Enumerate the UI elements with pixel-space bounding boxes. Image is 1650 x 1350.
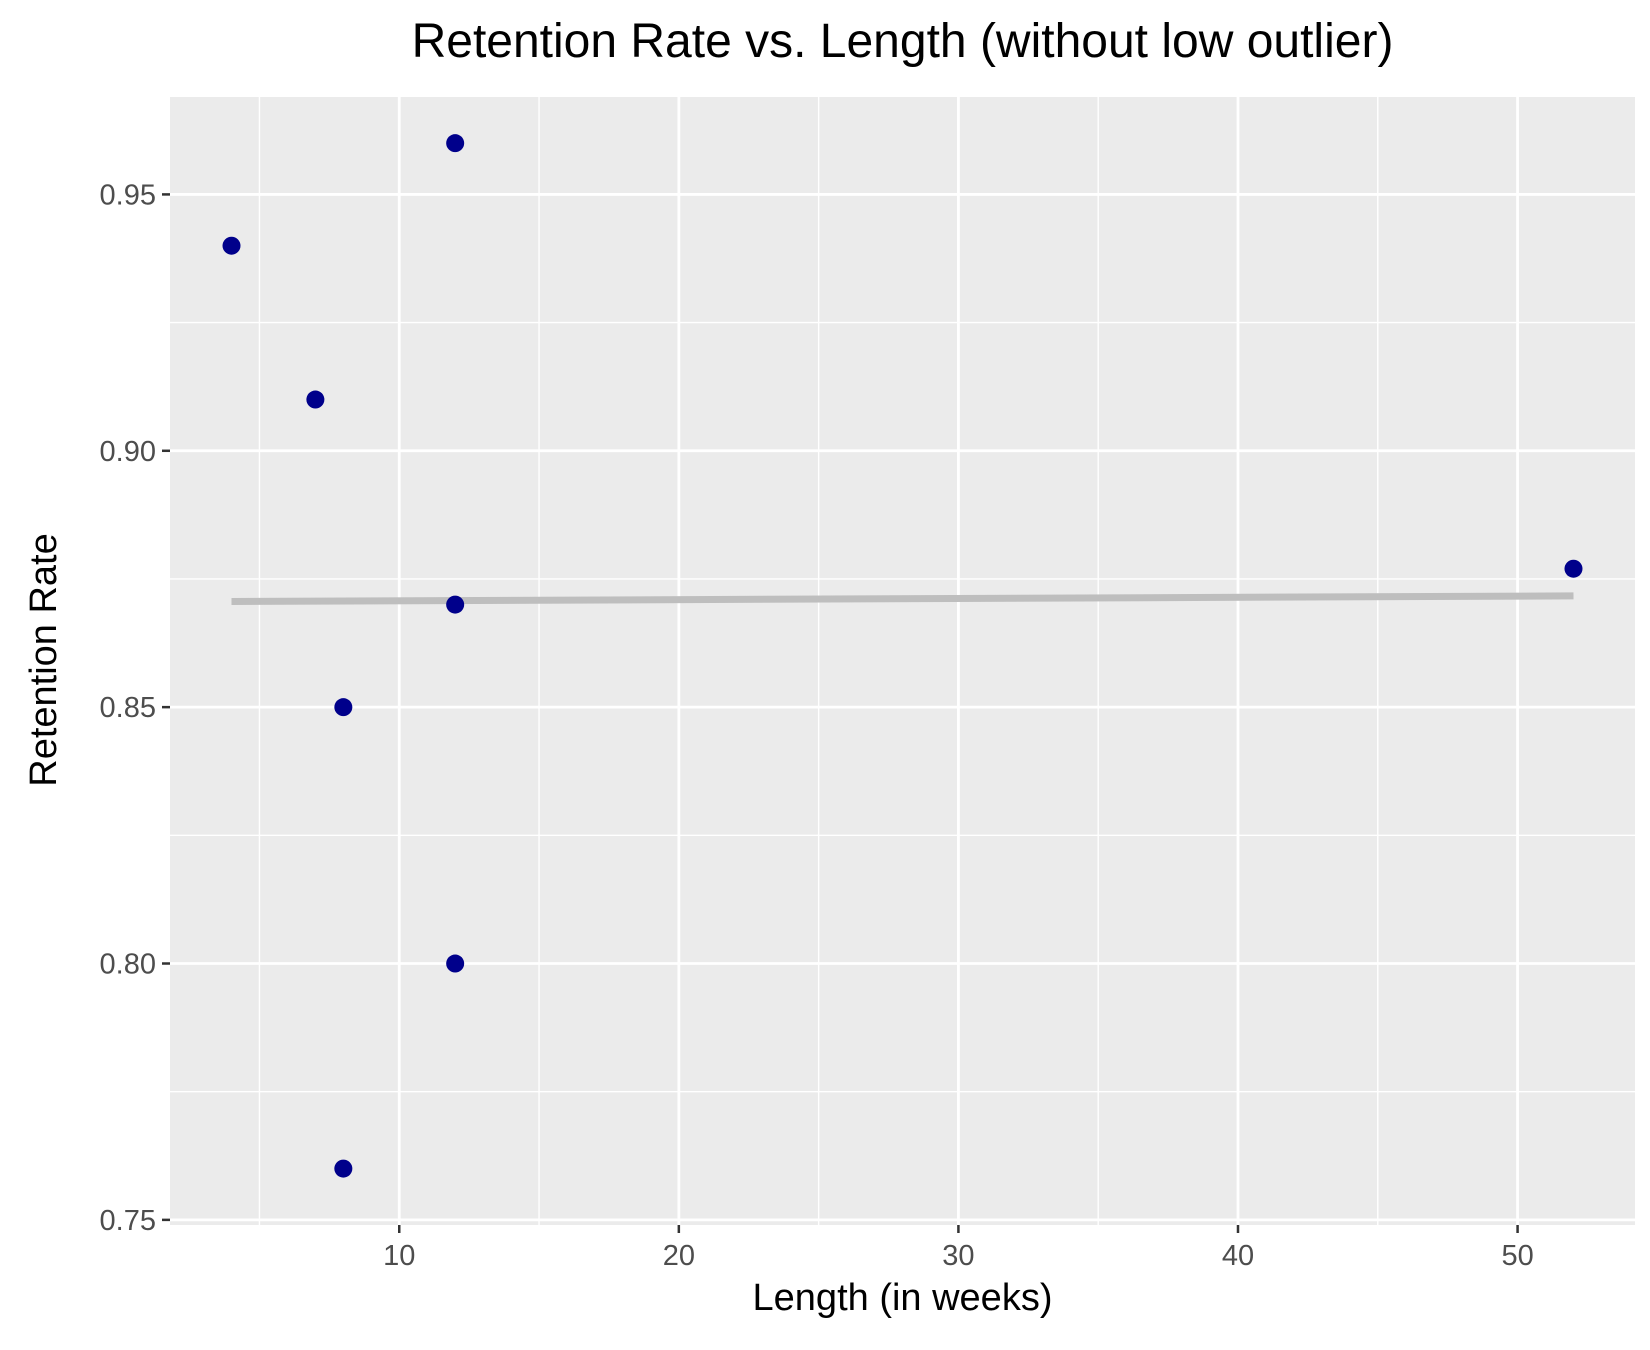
x-tick-label: 20 <box>663 1240 695 1272</box>
y-axis: 0.75 0.80 0.85 0.90 0.95 <box>100 179 170 1237</box>
data-point <box>334 1159 353 1178</box>
data-point <box>446 595 465 614</box>
y-tick-label: 0.90 <box>100 436 156 468</box>
data-point <box>222 236 241 255</box>
chart-title: Retention Rate vs. Length (without low o… <box>411 15 1394 68</box>
data-point <box>306 390 325 409</box>
y-tick-label: 0.75 <box>100 1205 156 1237</box>
y-tick-label: 0.95 <box>100 179 156 211</box>
y-tick-label: 0.80 <box>100 949 156 981</box>
x-tick-label: 40 <box>1222 1240 1254 1272</box>
x-tick-label: 10 <box>383 1240 415 1272</box>
x-tick-label: 30 <box>942 1240 974 1272</box>
minor-gridlines <box>170 97 1635 1225</box>
data-point <box>446 954 465 973</box>
data-point <box>334 698 353 717</box>
x-axis: 10 20 30 40 50 <box>383 1225 1534 1272</box>
major-gridlines <box>170 97 1635 1225</box>
plot-panel <box>170 97 1635 1225</box>
data-point <box>446 134 465 153</box>
x-axis-title: Length (in weeks) <box>752 1277 1053 1319</box>
y-tick-label: 0.85 <box>100 692 156 724</box>
data-point <box>1564 559 1583 578</box>
data-points <box>222 134 1583 1178</box>
x-tick-label: 50 <box>1501 1240 1533 1272</box>
y-axis-title: Retention Rate <box>23 533 66 787</box>
